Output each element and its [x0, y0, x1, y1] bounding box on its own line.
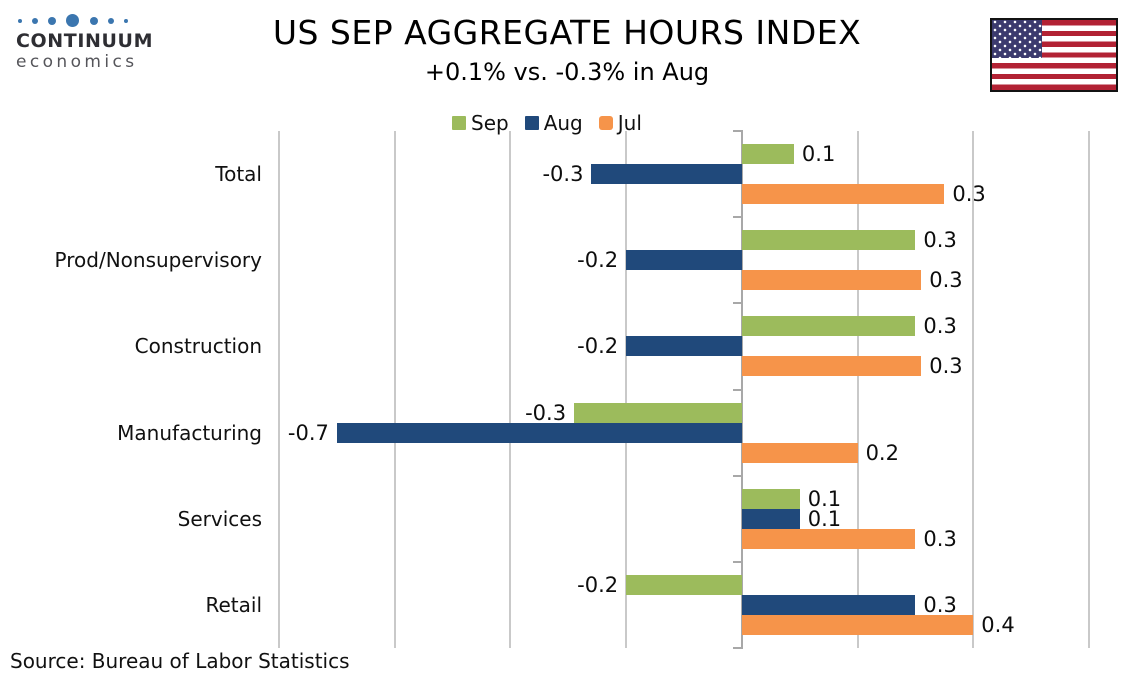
data-label-sep-services: 0.1 — [807, 486, 842, 511]
legend-swatch-aug — [524, 116, 539, 130]
category-label-retail: Retail — [205, 592, 262, 617]
bar-aug-retail — [741, 594, 916, 615]
legend-item-sep: Sep — [452, 111, 509, 135]
logo-dot — [66, 14, 80, 27]
legend-label-aug: Aug — [543, 111, 583, 135]
gridline — [509, 131, 511, 648]
axis-tick — [733, 130, 743, 132]
bar-sep-manufacturing — [574, 402, 742, 423]
chart-header: US SEP AGGREGATE HOURS INDEX +0.1% vs. -… — [0, 13, 1134, 87]
gridline — [625, 131, 627, 648]
logo-dot — [32, 17, 39, 24]
gridline — [394, 131, 396, 648]
chart-subtitle: +0.1% vs. -0.3% in Aug — [424, 58, 710, 86]
data-label-sep-manufacturing: -0.3 — [525, 400, 567, 425]
logo-dots-icon — [18, 13, 128, 28]
data-label-sep-prod-nonsupervisory: 0.3 — [923, 228, 957, 253]
bar-sep-total — [741, 144, 794, 165]
logo-dot — [48, 16, 57, 25]
logo-dot — [18, 18, 22, 23]
bar-sep-retail — [626, 574, 742, 595]
bar-jul-construction — [741, 356, 922, 377]
logo-subtext: economics — [16, 52, 138, 72]
data-label-sep-retail: -0.2 — [577, 572, 619, 597]
logo-wordmark: CONTINUUM — [16, 30, 154, 52]
source-note: Source: Bureau of Labor Statistics — [10, 649, 350, 673]
category-label-services: Services — [177, 506, 262, 531]
data-label-jul-prod-nonsupervisory: 0.3 — [929, 268, 963, 293]
data-label-aug-retail: 0.3 — [923, 592, 957, 617]
legend-item-aug: Aug — [524, 111, 583, 135]
gridline — [1088, 131, 1090, 648]
data-label-jul-services: 0.3 — [923, 526, 957, 551]
legend-label-sep: Sep — [471, 111, 509, 135]
bar-aug-services — [741, 508, 800, 529]
logo-dot — [89, 16, 98, 25]
flag-canton — [992, 20, 1042, 58]
data-label-jul-manufacturing: 0.2 — [865, 440, 899, 465]
chart-title: US SEP AGGREGATE HOURS INDEX — [272, 13, 862, 52]
category-label-total: Total — [215, 162, 262, 187]
logo-dot — [107, 17, 114, 24]
gridline — [857, 131, 859, 648]
data-label-sep-construction: 0.3 — [923, 314, 957, 339]
bar-aug-construction — [626, 336, 742, 357]
data-label-aug-construction: -0.2 — [577, 334, 619, 359]
data-label-sep-total: 0.1 — [801, 142, 836, 167]
category-label-construction: Construction — [134, 334, 262, 359]
bar-sep-services — [741, 488, 800, 509]
legend-item-jul: Jul — [598, 111, 642, 135]
data-label-jul-total: 0.3 — [952, 182, 986, 207]
bar-aug-total — [591, 164, 742, 185]
legend-swatch-sep — [452, 116, 466, 130]
axis-tick — [733, 475, 743, 477]
axis-tick — [733, 302, 743, 304]
bar-jul-retail — [741, 614, 974, 635]
bar-jul-total — [741, 184, 945, 205]
bar-jul-services — [741, 528, 916, 549]
bar-sep-construction — [741, 316, 916, 337]
data-label-aug-total: -0.3 — [542, 162, 584, 187]
axis-tick — [733, 647, 743, 649]
logo-dot — [123, 18, 128, 23]
category-label-prod-nonsupervisory: Prod/Nonsupervisory — [54, 248, 262, 273]
us-flag-icon — [990, 18, 1118, 92]
bar-jul-manufacturing — [741, 442, 858, 463]
legend-label-jul: Jul — [617, 111, 642, 135]
bar-aug-prod-nonsupervisory — [626, 250, 742, 271]
category-label-manufacturing: Manufacturing — [117, 420, 262, 445]
data-label-jul-retail: 0.4 — [981, 612, 1015, 637]
bar-jul-prod-nonsupervisory — [741, 270, 922, 291]
axis-tick — [733, 389, 743, 391]
data-label-aug-prod-nonsupervisory: -0.2 — [577, 248, 619, 273]
chart-legend: Sep Aug Jul — [452, 111, 642, 135]
plot-area: 0.1 0.3 0.3 -0.3 0.1 -0.2 -0.3 -0.2 -0.2 -0.7 0.1 0… — [278, 130, 1090, 649]
gridline — [972, 131, 974, 648]
legend-swatch-jul — [598, 116, 613, 130]
continuum-economics-logo: CONTINUUM economics — [16, 13, 153, 72]
data-label-aug-manufacturing: -0.7 — [287, 420, 329, 445]
data-label-aug-services: 0.1 — [807, 506, 842, 531]
axis-tick — [733, 216, 743, 218]
bar-sep-prod-nonsupervisory — [741, 230, 916, 251]
axis-tick — [733, 561, 743, 563]
bar-aug-manufacturing — [336, 422, 742, 443]
data-label-jul-construction: 0.3 — [929, 354, 963, 379]
category-axis: Total Prod/Nonsupervisory Construction Manu… — [0, 131, 262, 648]
gridline — [278, 131, 280, 648]
